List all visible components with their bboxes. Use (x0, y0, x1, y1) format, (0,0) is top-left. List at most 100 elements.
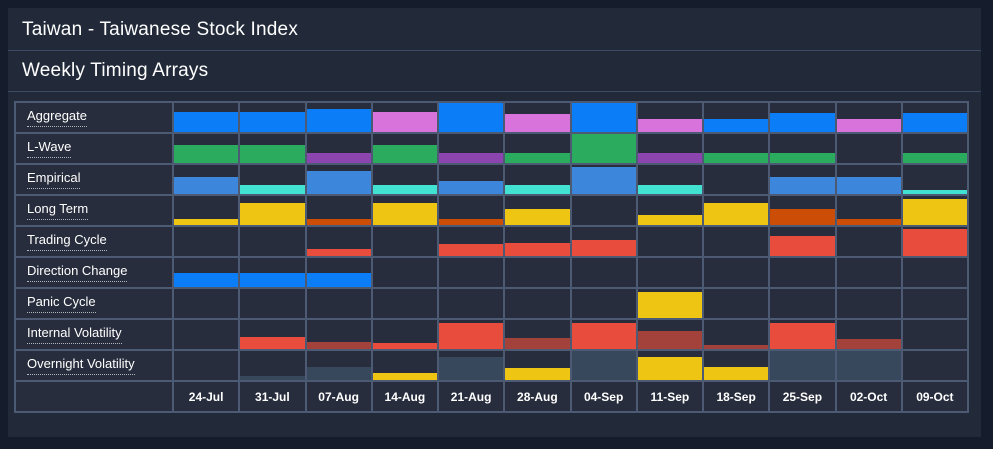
slate-bar (439, 356, 504, 380)
slate-bar (571, 351, 636, 380)
midblue-bar (306, 170, 371, 194)
array-cell-aggregate-11-sep (637, 103, 702, 132)
array-cell-empirical-25-sep (770, 165, 835, 194)
date-label-02-oct: 02-Oct (836, 382, 901, 411)
blue-bar (174, 272, 239, 287)
array-cell-trading-cycle-04-sep (571, 227, 636, 256)
row-label-empirical[interactable]: Empirical (16, 165, 172, 194)
red-bar (439, 244, 504, 256)
purple-bar (439, 152, 504, 163)
array-cell-empirical-02-oct (836, 165, 901, 194)
row-label-trading-cycle[interactable]: Trading Cycle (16, 227, 172, 256)
date-axis-corner (16, 382, 172, 411)
date-label-07-aug: 07-Aug (306, 382, 371, 411)
blue-bar (902, 113, 967, 132)
array-cell-aggregate-28-aug (505, 103, 570, 132)
array-cell-internal-volatility-28-aug (505, 320, 570, 349)
array-cell-aggregate-18-sep (704, 103, 769, 132)
array-cell-internal-volatility-25-sep (770, 320, 835, 349)
row-label-overnight-volatility[interactable]: Overnight Volatility (16, 351, 172, 380)
green-bar (372, 145, 437, 163)
row-label-panic-cycle[interactable]: Panic Cycle (16, 289, 172, 318)
array-cell-panic-cycle-14-aug (372, 289, 437, 318)
row-label-direction-change[interactable]: Direction Change (16, 258, 172, 287)
date-label-14-aug: 14-Aug (372, 382, 437, 411)
array-cell-trading-cycle-09-oct (902, 227, 967, 256)
array-cell-overnight-volatility-25-sep (770, 351, 835, 380)
array-cell-direction-change-28-aug (505, 258, 570, 287)
row-label-l-wave[interactable]: L-Wave (16, 134, 172, 163)
array-cell-direction-change-25-sep (770, 258, 835, 287)
green-bar (505, 152, 570, 163)
green-bar (902, 152, 967, 163)
row-label-long-term[interactable]: Long Term (16, 196, 172, 225)
array-cell-internal-volatility-11-sep (637, 320, 702, 349)
array-cell-trading-cycle-21-aug (439, 227, 504, 256)
array-cell-long-term-14-aug (372, 196, 437, 225)
array-cell-overnight-volatility-24-jul (174, 351, 239, 380)
array-cell-trading-cycle-02-oct (836, 227, 901, 256)
array-cell-overnight-volatility-14-aug (372, 351, 437, 380)
blue-bar (770, 112, 835, 132)
date-label-18-sep: 18-Sep (704, 382, 769, 411)
array-cell-trading-cycle-24-jul (174, 227, 239, 256)
array-cell-long-term-28-aug (505, 196, 570, 225)
array-cell-empirical-18-sep (704, 165, 769, 194)
array-cell-empirical-21-aug (439, 165, 504, 194)
array-cell-aggregate-02-oct (836, 103, 901, 132)
array-cell-aggregate-04-sep (571, 103, 636, 132)
yellow-bar (637, 357, 702, 380)
array-cell-overnight-volatility-21-aug (439, 351, 504, 380)
cyan-bar (372, 184, 437, 194)
darkred-bar (505, 337, 570, 349)
date-label-11-sep: 11-Sep (637, 382, 702, 411)
array-cell-internal-volatility-07-aug (306, 320, 371, 349)
array-cell-internal-volatility-04-sep (571, 320, 636, 349)
array-cell-l-wave-24-jul (174, 134, 239, 163)
darkred-bar (704, 344, 769, 349)
purple-bar (637, 152, 702, 163)
cyan-bar (505, 184, 570, 194)
array-cell-aggregate-07-aug (306, 103, 371, 132)
cyan-bar (902, 189, 967, 194)
array-cell-empirical-31-jul (240, 165, 305, 194)
array-cell-l-wave-14-aug (372, 134, 437, 163)
row-label-aggregate[interactable]: Aggregate (16, 103, 172, 132)
blue-bar (174, 112, 239, 132)
array-cell-direction-change-14-aug (372, 258, 437, 287)
array-cell-l-wave-28-aug (505, 134, 570, 163)
panel-subtitle: Weekly Timing Arrays (22, 60, 209, 81)
slate-bar (240, 375, 305, 380)
blue-bar (306, 109, 371, 132)
array-cell-panic-cycle-02-oct (836, 289, 901, 318)
purple-bar (306, 152, 371, 163)
yellow-bar (902, 198, 967, 225)
red-bar (770, 322, 835, 349)
array-cell-l-wave-11-sep (637, 134, 702, 163)
array-cell-panic-cycle-31-jul (240, 289, 305, 318)
array-cell-l-wave-18-sep (704, 134, 769, 163)
array-cell-panic-cycle-09-oct (902, 289, 967, 318)
array-cell-panic-cycle-25-sep (770, 289, 835, 318)
array-cell-l-wave-02-oct (836, 134, 901, 163)
array-cell-empirical-14-aug (372, 165, 437, 194)
array-cell-l-wave-07-aug (306, 134, 371, 163)
red-bar (902, 229, 967, 256)
array-cell-long-term-04-sep (571, 196, 636, 225)
date-label-09-oct: 09-Oct (902, 382, 967, 411)
midblue-bar (439, 180, 504, 194)
blue-bar (240, 272, 305, 287)
array-cell-aggregate-24-jul (174, 103, 239, 132)
array-cell-internal-volatility-18-sep (704, 320, 769, 349)
array-cell-long-term-25-sep (770, 196, 835, 225)
green-bar (704, 152, 769, 163)
cyan-bar (240, 184, 305, 194)
date-label-31-jul: 31-Jul (240, 382, 305, 411)
array-cell-long-term-21-aug (439, 196, 504, 225)
magenta-bar (836, 118, 901, 132)
red-bar (571, 240, 636, 256)
row-label-internal-volatility[interactable]: Internal Volatility (16, 320, 172, 349)
array-cell-aggregate-09-oct (902, 103, 967, 132)
yellow-bar (637, 214, 702, 225)
darkred-bar (306, 341, 371, 349)
